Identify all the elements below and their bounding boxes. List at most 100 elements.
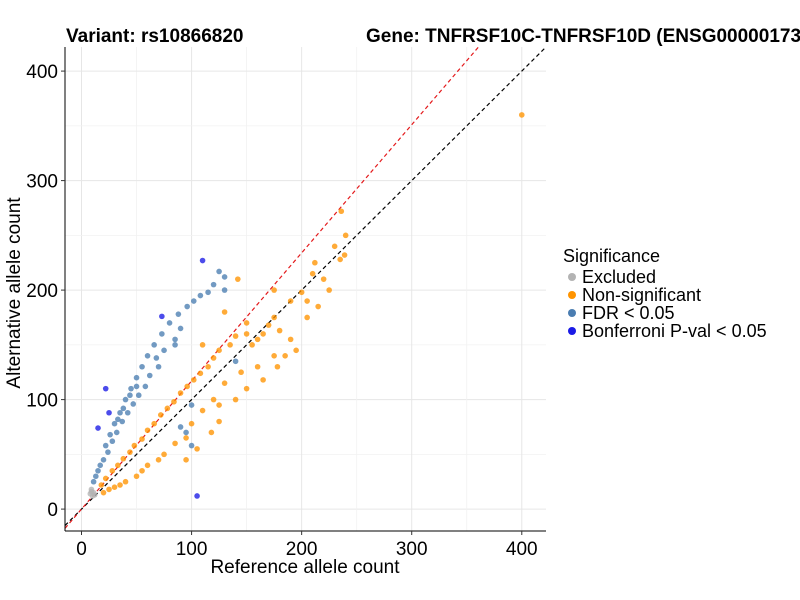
legend-label-fdr: FDR < 0.05 — [582, 303, 675, 323]
point-fdr-0-05-10 — [151, 342, 157, 348]
data-points — [87, 112, 525, 499]
point-non-significant-53 — [177, 390, 184, 396]
point-non-significant-73 — [274, 363, 281, 370]
point-non-significant-48 — [144, 427, 151, 434]
tick-labels: 0 100 200 300 400 0 100 200 300 400 — [26, 62, 537, 560]
legend-swatch-fdr — [568, 309, 576, 317]
point-fdr-0-05-26 — [130, 401, 137, 407]
point-non-significant-55 — [190, 377, 197, 383]
x-tick-label-0: 0 — [76, 539, 87, 560]
point-non-significant-12 — [287, 298, 294, 304]
point-non-significant-9 — [304, 298, 310, 304]
y-tick-label-400: 400 — [26, 62, 58, 83]
point-non-significant-43 — [115, 462, 121, 469]
point-fdr-0-05-4 — [197, 292, 204, 299]
point-non-significant-60 — [227, 342, 233, 348]
point-non-significant-40 — [98, 482, 105, 488]
point-non-significant-6 — [309, 270, 316, 277]
point-non-significant-46 — [131, 442, 138, 449]
x-axis-label: Reference allele count — [210, 557, 400, 578]
legend: Significance Excluded Non-significant FD… — [563, 246, 767, 340]
legend-label-non-significant: Non-significant — [582, 285, 702, 305]
point-fdr-0-05-38 — [172, 342, 178, 348]
point-non-significant-16 — [331, 243, 338, 250]
point-non-significant-77 — [315, 303, 321, 310]
point-non-significant-79 — [216, 402, 222, 408]
point-non-significant-51 — [164, 405, 171, 412]
point-fdr-0-05-14 — [128, 385, 134, 392]
point-non-significant-7 — [271, 287, 277, 293]
point-fdr-0-05-5 — [190, 298, 197, 304]
point-non-significant-71 — [243, 385, 250, 392]
point-non-significant-58 — [210, 355, 217, 361]
point-non-significant-54 — [184, 383, 190, 390]
point-non-significant-26 — [199, 407, 206, 414]
point-non-significant-65 — [265, 322, 272, 328]
point-non-significant-30 — [161, 451, 167, 458]
point-bonferroni-p-val-0-05-1 — [159, 313, 165, 320]
y-tick-label-300: 300 — [26, 172, 58, 193]
legend-item-excluded: Excluded — [563, 268, 767, 286]
gridlines — [65, 47, 546, 531]
point-non-significant-69 — [216, 418, 222, 425]
point-fdr-0-05-45 — [153, 355, 160, 361]
point-non-significant-35 — [122, 478, 129, 485]
point-fdr-0-05-22 — [155, 363, 162, 370]
point-fdr-0-05-13 — [133, 374, 140, 381]
point-non-significant-25 — [210, 396, 217, 403]
point-fdr-0-05-47 — [127, 392, 133, 399]
point-non-significant-1 — [338, 208, 345, 215]
point-fdr-0-05-24 — [142, 383, 149, 390]
point-fdr-0-05-28 — [119, 418, 126, 425]
point-fdr-0-05-15 — [122, 396, 129, 403]
point-bonferroni-p-val-0-05-4 — [95, 425, 101, 431]
point-non-significant-3 — [341, 252, 348, 258]
point-non-significant-50 — [157, 412, 164, 418]
point-fdr-0-05-2 — [210, 281, 217, 288]
point-bonferroni-p-val-0-05-0 — [199, 257, 206, 264]
legend-swatch-excluded — [568, 273, 576, 281]
point-fdr-0-05-40 — [188, 442, 195, 449]
point-non-significant-37 — [111, 484, 118, 490]
point-non-significant-42 — [109, 467, 116, 474]
point-fdr-0-05-31 — [105, 449, 111, 455]
point-non-significant-34 — [133, 473, 140, 480]
point-fdr-0-05-39 — [177, 424, 184, 430]
legend-item-bonferroni: Bonferroni P-val < 0.05 — [563, 322, 767, 340]
reference-lines — [64, 46, 547, 529]
point-fdr-0-05-35 — [93, 473, 99, 480]
point-non-significant-28 — [183, 435, 189, 441]
point-bonferroni-p-val-0-05-3 — [106, 409, 112, 416]
point-non-significant-76 — [304, 314, 310, 321]
point-non-significant-24 — [221, 380, 228, 386]
point-non-significant-45 — [127, 449, 133, 455]
point-bonferroni-p-val-0-05-5 — [194, 493, 200, 499]
point-non-significant-52 — [171, 398, 177, 405]
point-non-significant-29 — [172, 440, 178, 447]
point-non-significant-63 — [249, 342, 255, 348]
point-fdr-0-05-12 — [139, 363, 145, 370]
point-fdr-0-05-23 — [146, 372, 153, 379]
point-fdr-0-05-6 — [184, 303, 190, 310]
point-non-significant-32 — [144, 462, 151, 469]
legend-swatch-bonferroni — [568, 327, 576, 335]
reference-line-expected-ratio — [64, 46, 479, 529]
point-fdr-0-05-34 — [95, 467, 101, 474]
point-non-significant-27 — [188, 420, 195, 427]
point-fdr-0-05-1 — [221, 274, 228, 280]
y-tick-label-200: 200 — [26, 281, 58, 302]
point-fdr-0-05-36 — [90, 478, 97, 485]
point-fdr-0-05-46 — [133, 383, 140, 390]
point-fdr-0-05-20 — [177, 325, 184, 332]
point-non-significant-61 — [232, 333, 239, 339]
legend-label-excluded: Excluded — [582, 267, 657, 287]
point-non-significant-66 — [183, 457, 189, 463]
point-non-significant-23 — [238, 369, 244, 376]
x-tick-label-300: 300 — [396, 539, 428, 560]
point-fdr-0-05-7 — [175, 311, 182, 317]
point-non-significant-8 — [320, 276, 327, 282]
y-axis-label: Alternative allele count — [4, 197, 25, 389]
point-bonferroni-p-val-0-05-2 — [102, 385, 109, 392]
x-tick-label-400: 400 — [506, 539, 538, 560]
axes — [61, 47, 546, 535]
